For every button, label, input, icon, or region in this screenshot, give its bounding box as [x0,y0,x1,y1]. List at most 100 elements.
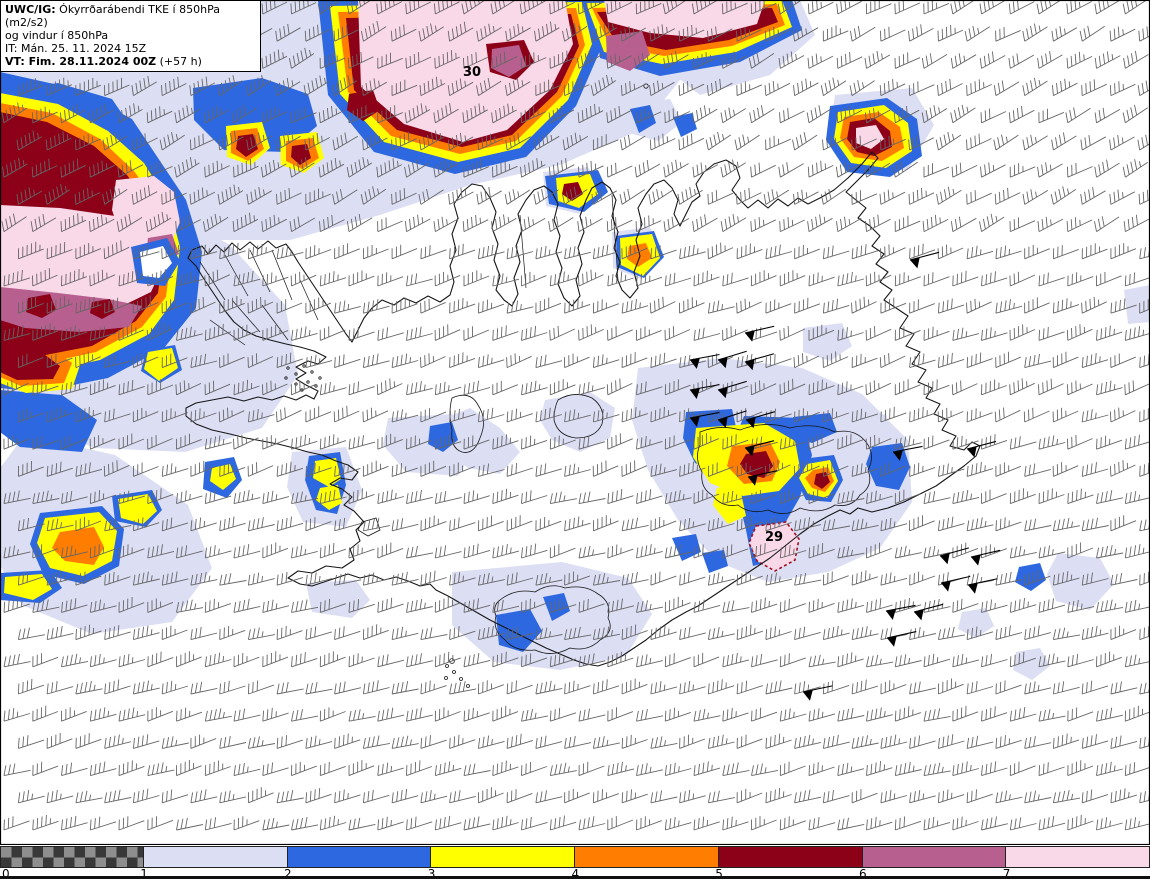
wind-barb [262,762,289,777]
wind-barb [233,708,261,722]
wind-barb [161,736,189,749]
wind-barb [995,26,1021,42]
wind-barb [491,103,517,124]
wind-barb [219,242,246,260]
wind-barb [233,270,261,287]
wind-barb [506,627,534,641]
wind-barb [449,517,476,532]
wind-barb [981,379,1007,396]
wind-barb [17,408,44,423]
wind-barb [3,597,30,613]
wind-barb [189,187,216,205]
wind-barb [360,20,387,42]
wind-barb [564,516,591,532]
wind-barb [176,490,203,505]
wind-barb [707,627,735,641]
wind-barb [276,516,304,532]
wind-barb [693,761,721,777]
wind-barb [1022,189,1049,205]
wind-barb [1094,159,1120,178]
wind-barb [75,790,103,804]
wind-barb [535,79,562,97]
wind-barb [161,463,189,477]
wind-barb [219,735,247,749]
wind-barb [894,215,921,233]
wind-barb [1124,272,1150,287]
wind-barb [880,406,907,423]
fjord-line [611,194,619,281]
wind-barb [909,681,936,695]
wind-barb [664,108,690,124]
wind-barb [693,270,720,287]
wind-barb [577,103,604,124]
wind-barb [549,271,577,287]
wind-barb [477,463,505,477]
wind-barb [1096,490,1123,505]
island-dot [459,677,463,681]
wind-barb [521,598,548,613]
wind-barb [32,268,58,287]
wind-barb [636,816,662,831]
wind-barb [1038,326,1065,341]
wind-barb [391,409,419,423]
wind-barb [61,815,88,831]
wind-barb [161,680,189,695]
wind-barb [504,189,531,205]
coastline-layer [185,83,981,688]
wind-barb [564,788,590,804]
glacier-outline [494,585,611,654]
wind-barb [391,188,417,205]
wind-barb [995,351,1021,369]
wind-barb [333,24,360,42]
wind-barb [693,327,721,341]
wind-barb [1052,407,1079,423]
wind-barb [233,434,259,450]
wind-barb [779,270,806,287]
wind-barb [61,707,87,722]
wind-barb [909,299,935,314]
tke-region-B [543,593,570,621]
wind-barb [634,159,661,178]
wind-barb [32,323,59,341]
wind-barb [406,816,433,831]
wind-barb [750,380,777,396]
scale-segment-0 [0,846,144,868]
wind-barb [592,679,620,695]
wind-barb [305,245,332,260]
wind-barb [521,816,548,831]
wind-barb [995,517,1022,532]
wind-barb [1038,709,1066,722]
fjord-line [261,304,289,341]
wind-barb [16,187,43,205]
wind-barb [1038,272,1065,287]
wind-barb [663,50,689,69]
wind-barb [621,517,649,532]
wind-barb [147,598,174,613]
scale-tick-label-5: 5 [715,867,723,879]
wind-barb [1080,187,1106,205]
wind-barb [750,0,777,15]
wind-barb [190,681,218,695]
wind-barb [635,108,662,124]
wind-barb [1109,460,1136,477]
wind-barb [319,815,347,831]
wind-barb [607,707,634,722]
wind-barb [664,379,691,396]
wind-barb [549,50,576,69]
wind-barb [636,763,663,777]
wind-barb [176,651,202,668]
wind-barb [176,817,203,831]
wind-barb [893,105,920,124]
wind-barb [1110,243,1137,260]
wind-barb [61,653,89,668]
wind-barb [16,130,43,151]
wind-barb [866,490,893,505]
wind-barb [1109,26,1136,42]
wind-barb [793,78,819,96]
wind-barb [219,790,247,804]
wind-barb [75,516,102,532]
wind-barb [981,706,1008,722]
tke-region-R [26,294,56,318]
wind-barb [1081,517,1109,532]
wind-barb [650,406,677,423]
